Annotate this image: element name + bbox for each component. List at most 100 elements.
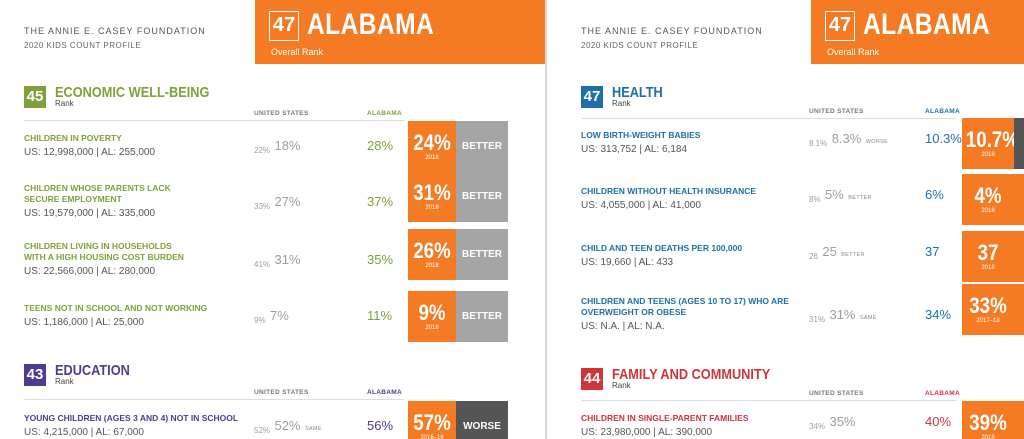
state-previous-value: 34% [925, 307, 952, 322]
state-current-box: 9% 2018 [408, 291, 456, 342]
state-previous: 28% [367, 137, 393, 155]
data-year: 2016–18 [420, 435, 444, 439]
indicator-counts: US: 4,215,000 | AL: 67,000 [24, 427, 144, 438]
us-current: 52% [274, 418, 301, 433]
state-current-value: 31% [413, 180, 451, 205]
indicator-name-cont: SECURE EMPLOYMENT [24, 194, 122, 204]
section-title: FAMILY AND COMMUNITY [612, 366, 771, 383]
us-values: 26 25 BETTER [809, 243, 865, 261]
col-header-us: UNITED STATES [254, 110, 309, 117]
state-previous-value: 10.3% [925, 131, 962, 146]
section-title: HEALTH [612, 84, 663, 101]
col-header-state: ALABAMA [367, 389, 402, 396]
page-gutter [545, 0, 547, 439]
data-year: 2018 [981, 152, 995, 158]
us-values: 33% 27% [254, 193, 301, 211]
state-current-box: 4% 2018 [962, 174, 1014, 225]
us-values: 31% 31% SAME [809, 306, 877, 324]
us-trend: SAME [859, 315, 877, 321]
col-header-state: ALABAMA [925, 108, 960, 115]
state-previous: 37% [367, 193, 393, 211]
indicator: CHILDREN IN POVERTY US: 12,998,000 | AL: … [24, 133, 155, 158]
us-previous: 31% [809, 315, 826, 324]
state-current-value: 4% [974, 183, 1002, 208]
us-previous: 9% [254, 316, 266, 325]
trend-strip [1014, 118, 1024, 169]
profile-page-right: THE ANNIE E. CASEY FOUNDATION 2020 KIDS … [547, 0, 1024, 439]
us-previous: 26 [809, 252, 818, 261]
state-previous-value: 56% [367, 418, 394, 433]
divider [24, 399, 404, 400]
divider [581, 118, 956, 119]
indicator-name: CHILDREN WHOSE PARENTS LACK [24, 183, 171, 193]
state-previous-value: 37 [925, 244, 940, 259]
indicator-counts: US: 313,752 | AL: 6,184 [581, 144, 688, 155]
state-current-box: 31% 2018 [408, 171, 456, 222]
trend-tag: WORSE [456, 401, 508, 439]
state-previous: 37 [925, 243, 939, 261]
section-rank: 43 [24, 364, 46, 386]
overall-rank: 47 [269, 11, 299, 41]
state-current-box: 26% 2018 [408, 229, 456, 280]
state-current-box: 24% 2018 [408, 121, 456, 172]
indicator-counts: US: 23,980,000 | AL: 390,000 [581, 427, 713, 438]
section-rank: 45 [24, 86, 46, 108]
us-trend: SAME [304, 426, 322, 432]
state-current-box: 37 2018 [962, 231, 1014, 282]
data-year: 2018 [981, 435, 995, 439]
state-previous: 40% [925, 413, 951, 431]
section-title: EDUCATION [55, 362, 130, 379]
us-previous: 52% [254, 426, 271, 435]
us-current: 7% [270, 308, 289, 323]
state-current-value: 39% [969, 410, 1007, 435]
us-values: 52% 52% SAME [254, 417, 322, 435]
us-previous: 8% [809, 195, 821, 204]
state-header: 47 ALABAMA Overall Rank [255, 0, 545, 64]
trend-tag: BETTER [456, 171, 508, 222]
us-current: 5% [825, 187, 844, 202]
overall-rank-label: Overall Rank [271, 47, 324, 57]
state-current-box: 10.7% 2018 [962, 118, 1019, 169]
section-title: ECONOMIC WELL-BEING [55, 84, 210, 101]
us-trend: WORSE [865, 139, 889, 145]
divider [581, 400, 956, 401]
indicator-counts: US: 12,998,000 | AL: 255,000 [24, 147, 156, 158]
profile-title: 2020 KIDS COUNT PROFILE [24, 41, 142, 50]
divider [24, 120, 404, 121]
indicator-name-cont: WITH A HIGH HOUSING COST BURDEN [24, 252, 184, 262]
us-values: 22% 18% [254, 137, 301, 155]
us-values: 34% 35% [809, 413, 856, 431]
profile-title: 2020 KIDS COUNT PROFILE [581, 41, 699, 50]
col-header-us: UNITED STATES [809, 390, 864, 397]
state-header: 47 ALABAMA Overall Rank [811, 0, 1024, 64]
state-current-value: 24% [413, 130, 451, 155]
us-current: 35% [829, 414, 856, 429]
trend-strip [1014, 284, 1024, 335]
indicator-name: CHILDREN AND TEENS (AGES 10 TO 17) WHO A… [581, 296, 789, 306]
state-previous: 34% [925, 306, 951, 324]
us-current: 18% [274, 138, 301, 153]
foundation-name: THE ANNIE E. CASEY FOUNDATION [24, 26, 206, 36]
state-previous: 6% [925, 186, 944, 204]
indicator-counts: US: 19,579,000 | AL: 335,000 [24, 208, 156, 219]
indicator-counts: US: 4,055,000 | AL: 41,000 [581, 200, 701, 211]
us-values: 8.1% 8.3% WORSE [809, 130, 888, 148]
trend-strip [1014, 231, 1024, 282]
data-year: 2018 [425, 325, 439, 331]
col-header-us: UNITED STATES [809, 108, 864, 115]
indicator-name: CHILD AND TEEN DEATHS PER 100,000 [581, 243, 743, 253]
state-current-value: 9% [418, 300, 446, 325]
state-current-value: 57% [413, 410, 451, 435]
us-values: 8% 5% BETTER [809, 186, 872, 204]
indicator-name: CHILDREN LIVING IN HOUSEHOLDS [24, 241, 172, 251]
indicator: CHILDREN WITHOUT HEALTH INSURANCE US: 4,0… [581, 186, 756, 211]
state-previous-value: 6% [925, 187, 944, 202]
trend-tag: BETTER [456, 291, 508, 342]
us-values: 41% 31% [254, 251, 301, 269]
state-previous-value: 37% [367, 194, 394, 209]
us-current: 27% [274, 194, 301, 209]
indicator: CHILD AND TEEN DEATHS PER 100,000 US: 19,… [581, 243, 742, 268]
state-previous: 56% [367, 417, 393, 435]
indicator: CHILDREN IN SINGLE-PARENT FAMILIES US: 23… [581, 413, 749, 438]
indicator: CHILDREN AND TEENS (AGES 10 TO 17) WHO A… [581, 296, 789, 332]
